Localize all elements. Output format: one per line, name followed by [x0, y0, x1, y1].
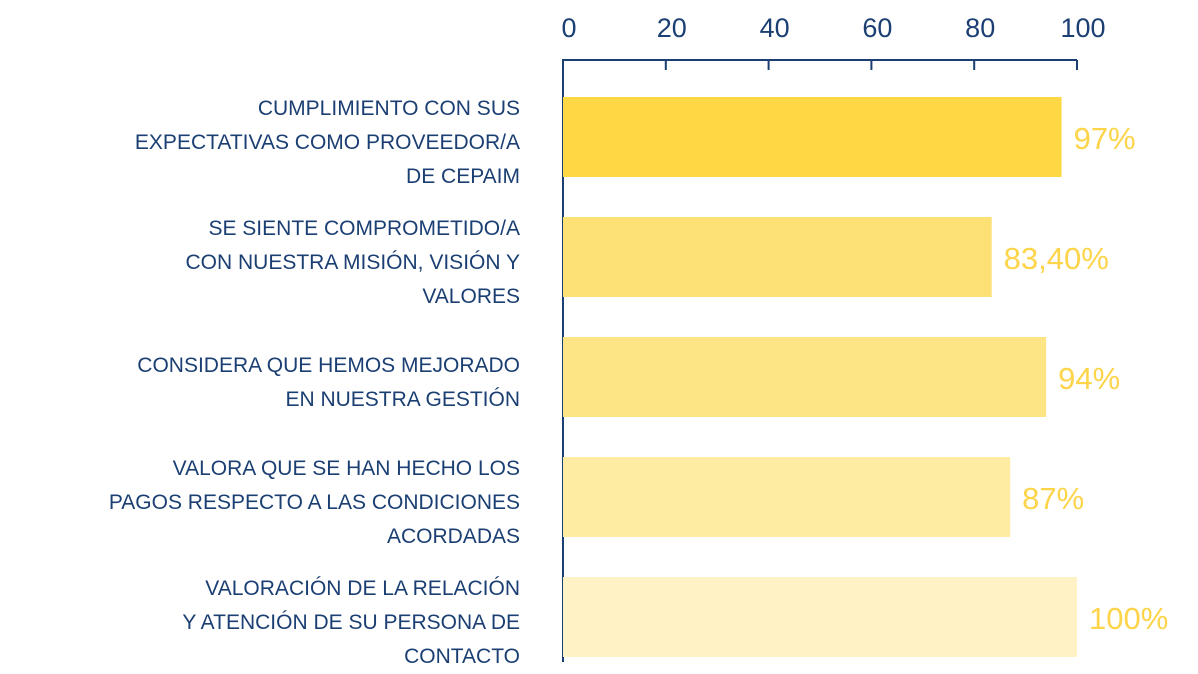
- value-label: 87%: [1022, 481, 1084, 516]
- x-tick-label: 0: [561, 13, 576, 43]
- category-label: VALORA QUE SE HAN HECHO LOS PAGOS RESPEC…: [108, 457, 520, 548]
- bar: [563, 97, 1062, 177]
- bar: [563, 577, 1077, 657]
- category-label: CUMPLIMIENTO CON SUS EXPECTATIVAS COMO P…: [134, 97, 520, 188]
- value-label: 97%: [1074, 121, 1136, 156]
- category-label: CONSIDERA QUE HEMOS MEJORADO EN NUESTRA …: [137, 354, 520, 411]
- bar: [563, 337, 1047, 417]
- x-tick-label: 40: [760, 13, 790, 43]
- x-tick-label: 80: [965, 13, 995, 43]
- x-tick-label: 20: [657, 13, 687, 43]
- category-label: VALORACIÓN DE LA RELACIÓN Y ATENCIÓN DE …: [182, 577, 520, 668]
- x-tick-label: 100: [1060, 13, 1105, 43]
- bar: [563, 217, 992, 297]
- x-tick-label: 60: [862, 13, 892, 43]
- value-label: 94%: [1058, 361, 1120, 396]
- value-label: 83,40%: [1004, 241, 1109, 276]
- bar: [563, 457, 1011, 537]
- category-label: SE SIENTE COMPROMETIDO/A CON NUESTRA MIS…: [185, 217, 520, 308]
- value-label: 100%: [1089, 601, 1168, 636]
